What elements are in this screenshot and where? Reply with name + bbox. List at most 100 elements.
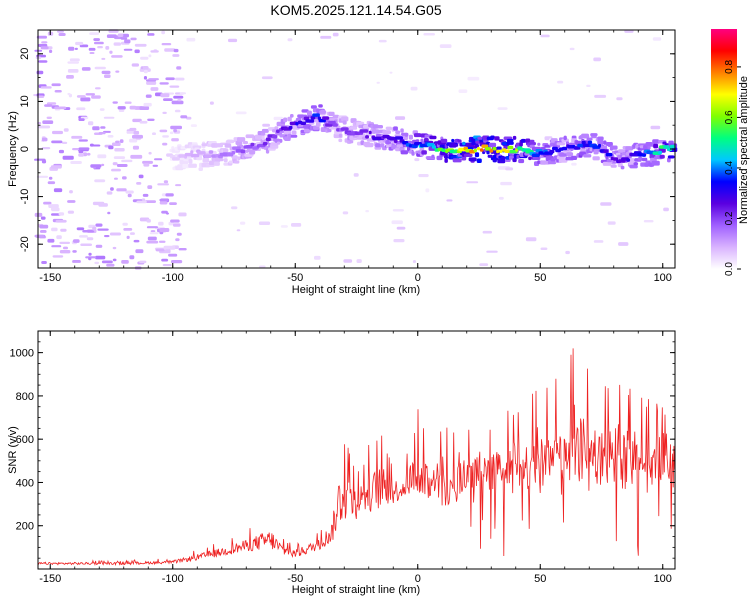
spectrogram-ridge-cell <box>457 139 462 143</box>
spectrogram-cell <box>130 37 137 41</box>
spectrogram-cell <box>90 164 102 168</box>
spectrogram-cell <box>62 155 74 160</box>
spectrogram-cell <box>180 115 188 119</box>
spectrogram-ridge-cell <box>612 157 619 161</box>
spectrogram-ridge-cell <box>537 160 541 165</box>
spectrogram-ridge-cell <box>340 127 349 131</box>
spectrogram-cell <box>586 84 591 87</box>
spectrogram-ridge-cell <box>444 158 448 163</box>
spectrogram-cell <box>117 33 124 37</box>
spectrogram-ridge-cell <box>431 145 437 149</box>
spectrogram-cell <box>76 227 85 231</box>
spectrogram-cell <box>168 221 174 226</box>
spectrogram-cell <box>130 232 135 235</box>
spectrogram-cell <box>58 33 66 36</box>
spectrogram-cell <box>392 209 404 212</box>
spectrogram-ridge-cell <box>371 129 380 134</box>
spectrogram-ridge-cell <box>659 154 665 159</box>
spectrogram-ridge-cell <box>271 135 278 139</box>
spectrogram-cell <box>159 82 169 85</box>
spectrogram-ridge-cell <box>556 142 566 146</box>
spectrogram-cell <box>86 237 94 241</box>
spectrogram-cell <box>186 37 196 42</box>
spectrogram-ridge-cell <box>214 158 224 162</box>
spectrogram-cell <box>176 232 182 236</box>
spectrogram-ridge-cell <box>377 125 383 129</box>
spectrogram-cell <box>100 126 106 129</box>
spectrogram-cell <box>132 118 142 123</box>
spectrogram-ridge-cell <box>305 119 315 123</box>
spectrogram-cell <box>175 77 185 81</box>
spectrogram-cell <box>85 256 97 259</box>
spectrogram-cell <box>165 193 174 197</box>
spectrogram-cell <box>99 108 105 111</box>
spectrogram-cell <box>571 162 577 166</box>
spectrogram-cell <box>190 124 197 127</box>
spectrogram-ridge-cell <box>261 135 265 141</box>
spectrogram-cell <box>51 227 58 232</box>
spectrogram-ridge-cell <box>496 149 500 154</box>
spectrogram-cell <box>61 141 68 144</box>
spectrogram-ridge-cell <box>461 156 467 161</box>
snr-background <box>38 331 675 569</box>
spectrogram-ridge-cell <box>561 138 569 143</box>
spectrogram-cell <box>59 241 70 244</box>
spectrogram-cell <box>78 153 84 157</box>
spectrogram-ridge-cell <box>360 140 365 145</box>
spectrogram-ridge-cell <box>310 116 316 120</box>
spectrogram-cell <box>652 37 662 41</box>
spectrogram-ridge-cell <box>487 154 493 158</box>
spectrogram-ridge-cell <box>544 144 551 148</box>
spectrogram-ridge-cell <box>232 146 241 150</box>
spectrogram-ridge-cell <box>413 133 422 138</box>
spectrogram-ridge-cell <box>312 113 320 117</box>
spectrogram-cell <box>94 66 106 70</box>
spectrogram-cell <box>91 95 101 99</box>
spectrogram-cell <box>145 94 152 98</box>
spectrogram-cell <box>165 212 169 215</box>
spectrogram-ridge-cell <box>512 158 517 163</box>
spectrogram-cell <box>48 176 53 180</box>
spectrogram-cell <box>423 33 435 36</box>
spectrogram-cell <box>131 63 139 67</box>
spectrogram-cell <box>616 97 623 101</box>
spectrogram-ridge-cell <box>451 138 455 143</box>
spectrogram-cell <box>133 130 140 135</box>
spectrogram-ridge-cell <box>188 159 193 164</box>
spectrogram-cell <box>115 70 120 73</box>
spectrogram-cell <box>120 37 128 40</box>
spectrogram-ridge-cell <box>605 142 613 146</box>
spectrogram-ridge-cell <box>328 111 335 117</box>
spectrogram-cell <box>71 135 83 139</box>
spectrogram-ridge-cell <box>290 134 298 138</box>
spectrogram-cell <box>43 201 52 205</box>
spectrogram-ridge-cell <box>496 146 502 150</box>
spectrogram-cell <box>134 49 140 54</box>
spectrogram-ridge-cell <box>520 138 526 143</box>
spectrogram-cell <box>178 248 187 251</box>
spectrogram-ridge-cell <box>558 158 568 163</box>
x-tick-label: -150 <box>39 573 61 585</box>
spectrogram-ridge-cell <box>400 128 404 133</box>
spectrogram-ridge-cell <box>395 130 401 134</box>
spectrogram-cell <box>108 145 114 150</box>
spectrogram-cell <box>98 132 106 135</box>
spectrogram-cell <box>95 223 103 227</box>
spectrogram-ridge-cell <box>473 148 477 153</box>
spectrogram-cell <box>134 43 147 47</box>
spectrogram-ridge-cell <box>653 143 659 149</box>
spectrogram-cell <box>141 198 146 201</box>
spectrogram-cell <box>235 111 247 115</box>
spectrogram-ridge-cell <box>365 135 369 139</box>
spectrogram-ridge-cell <box>307 110 312 116</box>
spectrogram-ridge-cell <box>602 161 612 166</box>
spectrogram-ridge-cell <box>327 128 332 133</box>
spectrogram-ridge-cell <box>192 145 202 149</box>
spectrogram-cell <box>136 182 142 185</box>
spectrogram-cell <box>101 70 111 74</box>
spectrogram-cell <box>164 48 176 52</box>
spectrogram-ridge-cell <box>667 155 675 159</box>
spectrogram-cell <box>58 149 64 154</box>
spectrogram-cell <box>569 47 575 51</box>
spectrogram-ridge-cell <box>626 158 631 162</box>
